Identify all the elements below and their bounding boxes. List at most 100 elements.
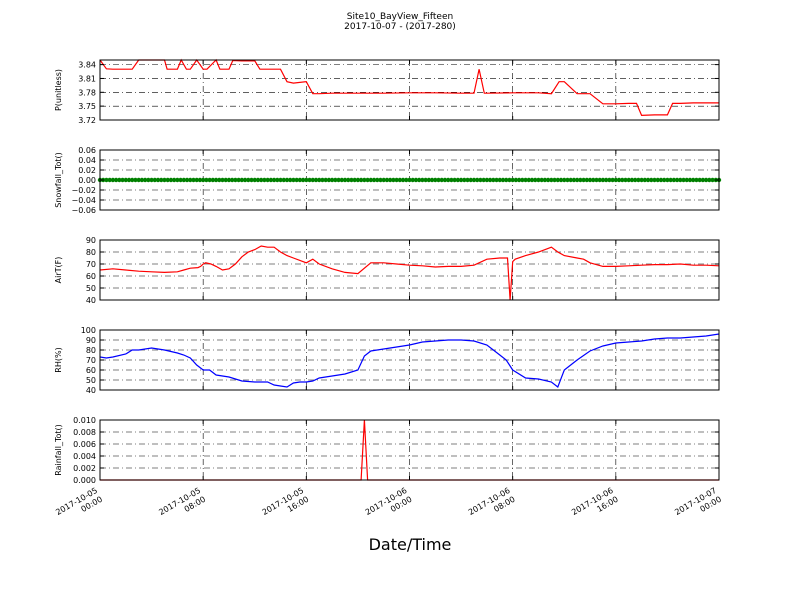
y-tick-label: 3.78 [78, 88, 96, 97]
data-point [678, 177, 683, 183]
y-axis-label: AirT(F) [54, 257, 63, 284]
data-point [423, 177, 428, 183]
data-point [207, 177, 212, 183]
data-point [700, 177, 706, 183]
y-tick-label: 0.010 [73, 416, 96, 425]
x-tick-label: 2017-10-0616:00 [570, 486, 620, 526]
data-point [584, 177, 590, 183]
data-point [471, 177, 477, 183]
data-point [226, 177, 232, 183]
data-point [681, 177, 686, 183]
data-point [149, 177, 154, 183]
data-point [703, 177, 709, 183]
data-point [549, 177, 554, 183]
data-point [394, 177, 399, 183]
data-point [159, 177, 164, 183]
data-point [504, 177, 509, 183]
data-point [639, 177, 644, 183]
data-point [645, 177, 651, 183]
figure-subtitle: 2017-10-07 - (2017-280) [344, 22, 456, 32]
data-point [171, 177, 177, 183]
data-point [491, 177, 496, 183]
data-point [262, 177, 267, 183]
y-tick-label: 0.002 [73, 464, 96, 473]
y-axis-label: Snowfall_Tot() [54, 152, 63, 208]
data-point [578, 177, 583, 183]
data-point [552, 177, 557, 183]
data-point [326, 177, 332, 183]
series-line [99, 245, 720, 301]
data-point [500, 177, 506, 183]
y-tick-label: 90 [86, 336, 96, 345]
data-point [246, 177, 251, 183]
data-point [442, 177, 448, 183]
data-point [668, 177, 673, 183]
data-point [507, 177, 512, 183]
figure-title: Site10_BayView_Fifteen [347, 12, 453, 22]
data-point [142, 177, 148, 183]
data-point [323, 177, 328, 183]
data-point [310, 177, 315, 183]
data-point [162, 177, 167, 183]
data-point [184, 177, 190, 183]
data-point [397, 177, 403, 183]
y-tick-label: 0.02 [78, 166, 96, 175]
data-point [291, 177, 296, 183]
data-point [587, 177, 593, 183]
data-point [307, 177, 312, 183]
data-point [300, 177, 306, 183]
data-point [574, 177, 580, 183]
data-point [268, 177, 274, 183]
y-tick-label: 40 [86, 296, 96, 305]
data-point [391, 177, 396, 183]
data-point [136, 177, 141, 183]
y-tick-label: 0.06 [78, 146, 96, 155]
data-point [375, 177, 380, 183]
data-point [465, 177, 470, 183]
data-point [252, 177, 257, 183]
data-point [358, 177, 364, 183]
data-point [555, 177, 561, 183]
data-point [139, 177, 145, 183]
data-point [152, 177, 158, 183]
data-point [626, 177, 631, 183]
panels: 3.843.813.783.753.72P(unitless)0.060.040… [54, 58, 722, 485]
y-tick-label: 0.004 [73, 452, 96, 461]
data-point [539, 177, 544, 183]
data-point [181, 177, 187, 183]
y-tick-label: 80 [86, 248, 96, 257]
data-point [294, 177, 299, 183]
data-point [242, 177, 248, 183]
data-point [110, 177, 116, 183]
data-point [420, 177, 425, 183]
data-point [404, 177, 409, 183]
data-point [123, 177, 128, 183]
data-point [542, 177, 548, 183]
x-tick-label: 2017-10-0700:00 [673, 486, 723, 526]
data-point [220, 177, 225, 183]
data-point [478, 177, 483, 183]
y-tick-label: 90 [86, 236, 96, 245]
data-point [487, 177, 493, 183]
y-tick-label: −0.04 [71, 196, 96, 205]
data-point [613, 177, 619, 183]
data-point [684, 177, 689, 183]
data-point [349, 177, 354, 183]
data-point [271, 177, 277, 183]
data-point [694, 177, 699, 183]
data-point [236, 177, 241, 183]
data-point [523, 177, 528, 183]
data-point [687, 177, 693, 183]
data-point [671, 177, 677, 183]
data-point [188, 177, 193, 183]
x-tick-label: 2017-10-0508:00 [157, 486, 207, 526]
data-point [313, 177, 319, 183]
panel-1: 3.84 3.81 3.78 3.75 3.72 P(unitless) [54, 58, 720, 125]
y-tick-label: −0.06 [71, 206, 96, 215]
data-point [297, 177, 303, 183]
y-tick-label: 100 [81, 326, 96, 335]
data-point [239, 177, 245, 183]
data-point [458, 177, 464, 183]
data-point [368, 177, 374, 183]
